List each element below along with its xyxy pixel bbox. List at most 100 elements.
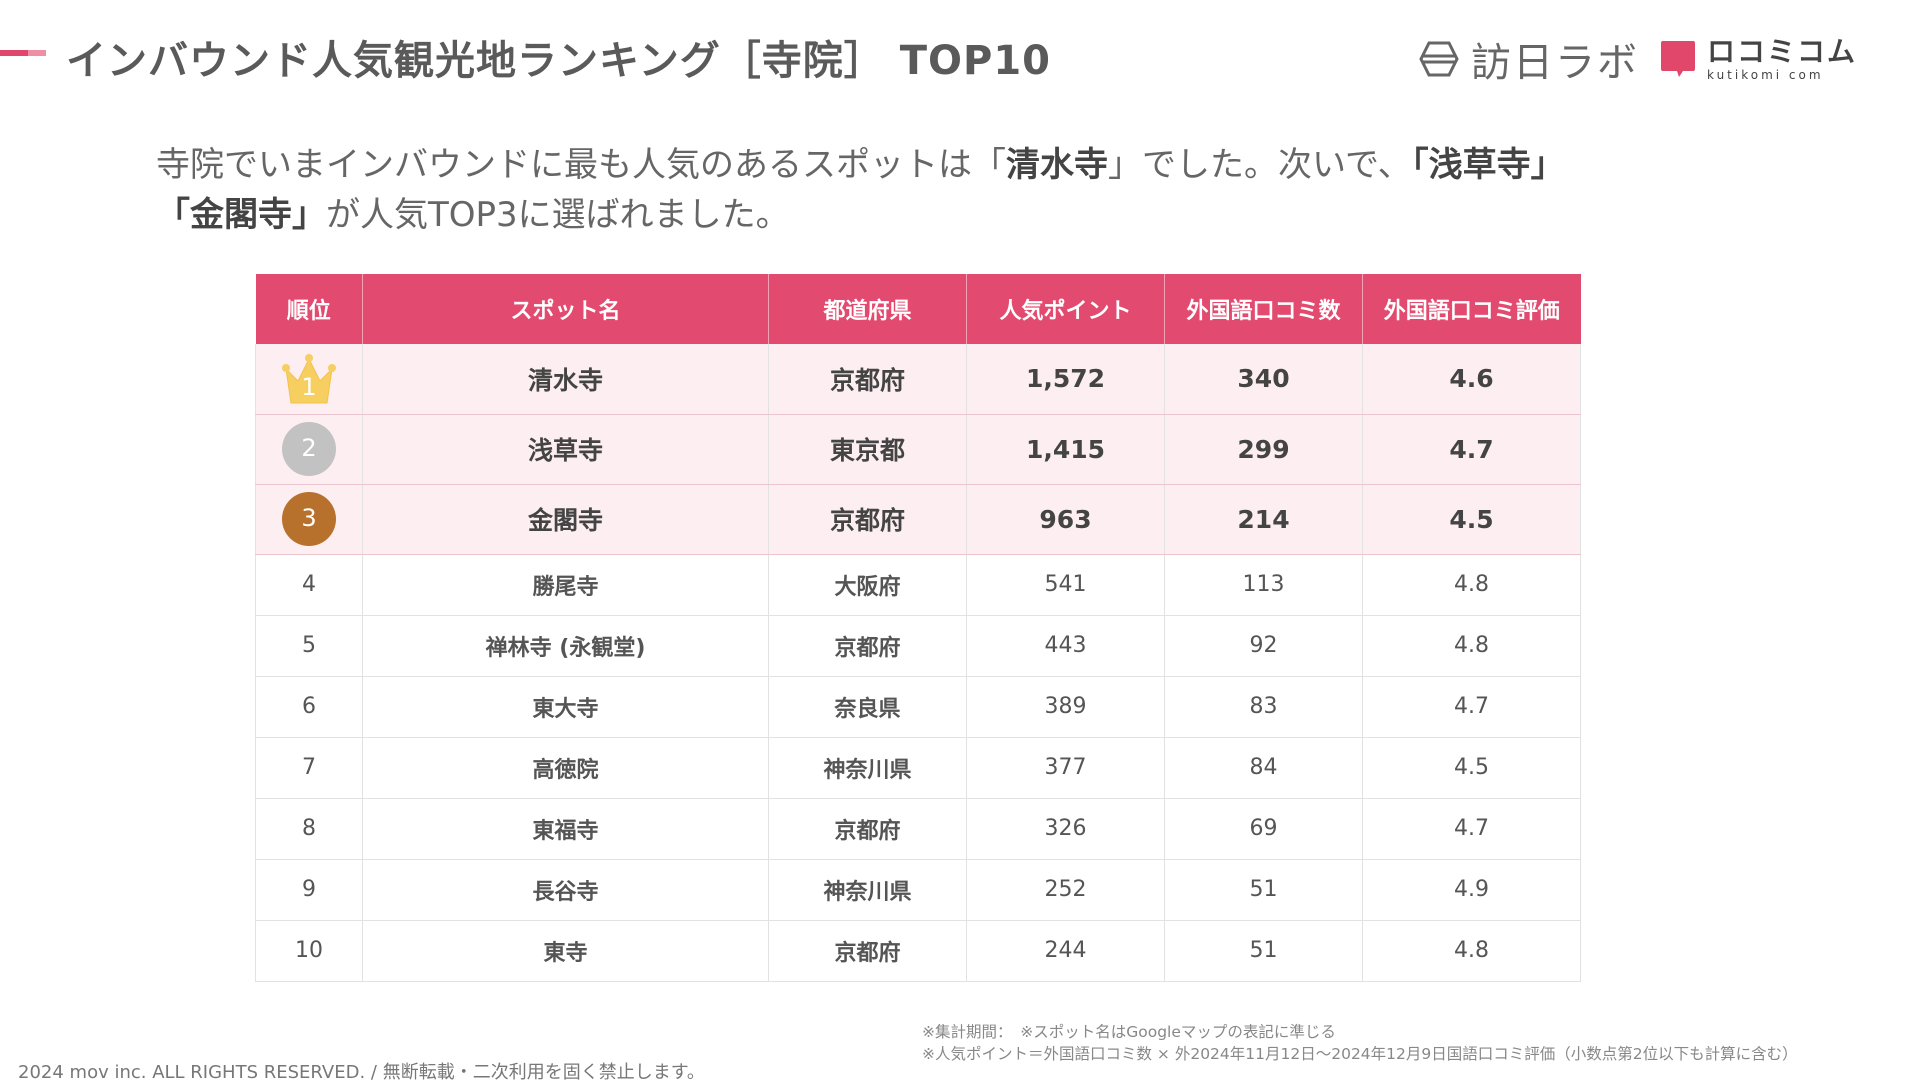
header-logos: 訪日ラボ ロコミコム kutikomi com [1419, 34, 1857, 86]
table-row: 5 禅林寺 (永観堂) 京都府 443 92 4.8 [255, 615, 1581, 677]
rank-cell: 2 [255, 414, 363, 485]
points-cell: 326 [966, 798, 1165, 860]
column-header-rank: 順位 [255, 274, 363, 344]
spot-name-cell: 勝尾寺 [362, 554, 769, 616]
points-cell: 443 [966, 615, 1165, 677]
rank-cell: 5 [255, 615, 363, 677]
hojin-lab-logo-text: 訪日ラボ [1470, 40, 1639, 86]
review-count-cell: 83 [1164, 676, 1363, 738]
table-header-row: 順位 スポット名 都道府県 人気ポイント 外国語口コミ数 外国語口コミ評価 [255, 274, 1581, 344]
kuchikomi-logo-subtext: kutikomi com [1706, 67, 1824, 82]
rank-cell: 9 [255, 859, 363, 921]
review-count-cell: 340 [1164, 344, 1363, 415]
review-count-cell: 113 [1164, 554, 1363, 616]
points-cell: 244 [966, 920, 1165, 982]
review-count-cell: 51 [1164, 920, 1363, 982]
prefecture-cell: 京都府 [768, 920, 967, 982]
prefecture-cell: 大阪府 [768, 554, 967, 616]
lead-spot-1: 清水寺 [1006, 145, 1108, 185]
prefecture-cell: 東京都 [768, 414, 967, 485]
review-count-cell: 69 [1164, 798, 1363, 860]
lead-spot-2: 「浅草寺」 [1411, 145, 1565, 185]
review-count-cell: 214 [1164, 484, 1363, 555]
spot-name-cell: 浅草寺 [362, 414, 769, 485]
review-count-cell: 51 [1164, 859, 1363, 921]
hojin-lab-logo: 訪日ラボ [1419, 30, 1639, 88]
table-row: 10 東寺 京都府 244 51 4.8 [255, 920, 1581, 982]
review-count-cell: 299 [1164, 414, 1363, 485]
silver-medal-icon: 2 [281, 421, 337, 477]
lead-part-2: 」でした。次いで、 [1108, 145, 1412, 185]
rating-cell: 4.7 [1362, 798, 1581, 860]
points-cell: 1,572 [966, 344, 1165, 415]
rank-cell: 8 [255, 798, 363, 860]
rank-number: 2 [301, 434, 317, 462]
rating-cell: 4.7 [1362, 414, 1581, 485]
spot-name-cell: 禅林寺 (永観堂) [362, 615, 769, 677]
review-count-cell: 84 [1164, 737, 1363, 799]
table-row: 2 浅草寺 東京都 1,415 299 4.7 [255, 414, 1581, 485]
prefecture-cell: 京都府 [768, 484, 967, 555]
kuchikomi-com-logo: ロコミコム kutikomi com [1659, 34, 1857, 82]
rating-cell: 4.8 [1362, 920, 1581, 982]
footnote-line-2: ※人気ポイント＝外国語口コミ数 × 外2024年11月12日〜2024年12月9… [922, 1045, 1798, 1063]
table-row: 1 清水寺 京都府 1,572 340 4.6 [255, 344, 1581, 415]
points-cell: 541 [966, 554, 1165, 616]
table-row: 8 東福寺 京都府 326 69 4.7 [255, 798, 1581, 860]
rating-cell: 4.8 [1362, 554, 1581, 616]
column-header-review-count: 外国語口コミ数 [1164, 274, 1363, 344]
column-header-review-rating: 外国語口コミ評価 [1362, 274, 1581, 344]
column-header-popularity-points: 人気ポイント [966, 274, 1165, 344]
rating-cell: 4.8 [1362, 615, 1581, 677]
ranking-table: 順位 スポット名 都道府県 人気ポイント 外国語口コミ数 外国語口コミ評価 1 … [255, 274, 1581, 982]
rank-cell: 6 [255, 676, 363, 738]
spot-name-cell: 高徳院 [362, 737, 769, 799]
spot-name-cell: 清水寺 [362, 344, 769, 415]
rating-cell: 4.9 [1362, 859, 1581, 921]
prefecture-cell: 京都府 [768, 344, 967, 415]
points-cell: 963 [966, 484, 1165, 555]
rank-cell: 1 [255, 344, 363, 415]
table-row: 3 金閣寺 京都府 963 214 4.5 [255, 484, 1581, 555]
rank-cell: 10 [255, 920, 363, 982]
spot-name-cell: 東福寺 [362, 798, 769, 860]
points-cell: 252 [966, 859, 1165, 921]
review-count-cell: 92 [1164, 615, 1363, 677]
spot-name-cell: 長谷寺 [362, 859, 769, 921]
prefecture-cell: 神奈川県 [768, 737, 967, 799]
rank-cell: 3 [255, 484, 363, 555]
rank-number: 1 [301, 372, 317, 401]
rank-number: 3 [301, 504, 317, 532]
page-title: インバウンド人気観光地ランキング［寺院］ TOP10 [66, 38, 1051, 84]
prefecture-cell: 奈良県 [768, 676, 967, 738]
gold-crown-icon: 1 [281, 351, 337, 407]
prefecture-cell: 神奈川県 [768, 859, 967, 921]
spot-name-cell: 金閣寺 [362, 484, 769, 555]
table-row: 6 東大寺 奈良県 389 83 4.7 [255, 676, 1581, 738]
prefecture-cell: 京都府 [768, 798, 967, 860]
points-cell: 1,415 [966, 414, 1165, 485]
points-cell: 377 [966, 737, 1165, 799]
copyright-notice: 2024 mov inc. ALL RIGHTS RESERVED. / 無断転… [18, 1062, 705, 1080]
title-accent-bar [0, 50, 46, 56]
lead-part-3: が人気TOP3に選ばれました。 [326, 195, 790, 235]
speech-bubble-logo-icon [1660, 41, 1695, 77]
lead-text: 寺院でいまインバウンドに最も人気のあるスポットは「清水寺」でした。次いで、「浅草… [156, 140, 1716, 240]
rank-cell: 4 [255, 554, 363, 616]
prefecture-cell: 京都府 [768, 615, 967, 677]
footnote: ※集計期間： ※スポット名はGoogleマップの表記に準じる ※人気ポイント＝外… [922, 1021, 1798, 1065]
kuchikomi-logo-text: ロコミコム [1706, 34, 1857, 68]
rating-cell: 4.5 [1362, 484, 1581, 555]
table-row: 4 勝尾寺 大阪府 541 113 4.8 [255, 554, 1581, 616]
spot-name-cell: 東大寺 [362, 676, 769, 738]
footnote-line-1: ※集計期間： ※スポット名はGoogleマップの表記に準じる [922, 1023, 1336, 1041]
hexagon-logo-icon [1419, 41, 1459, 77]
points-cell: 389 [966, 676, 1165, 738]
spot-name-cell: 東寺 [362, 920, 769, 982]
rating-cell: 4.7 [1362, 676, 1581, 738]
table-row: 9 長谷寺 神奈川県 252 51 4.9 [255, 859, 1581, 921]
column-header-spot-name: スポット名 [362, 274, 769, 344]
rank-cell: 7 [255, 737, 363, 799]
table-row: 7 高徳院 神奈川県 377 84 4.5 [255, 737, 1581, 799]
lead-part-1: 寺院でいまインバウンドに最も人気のあるスポットは「 [156, 145, 1006, 185]
